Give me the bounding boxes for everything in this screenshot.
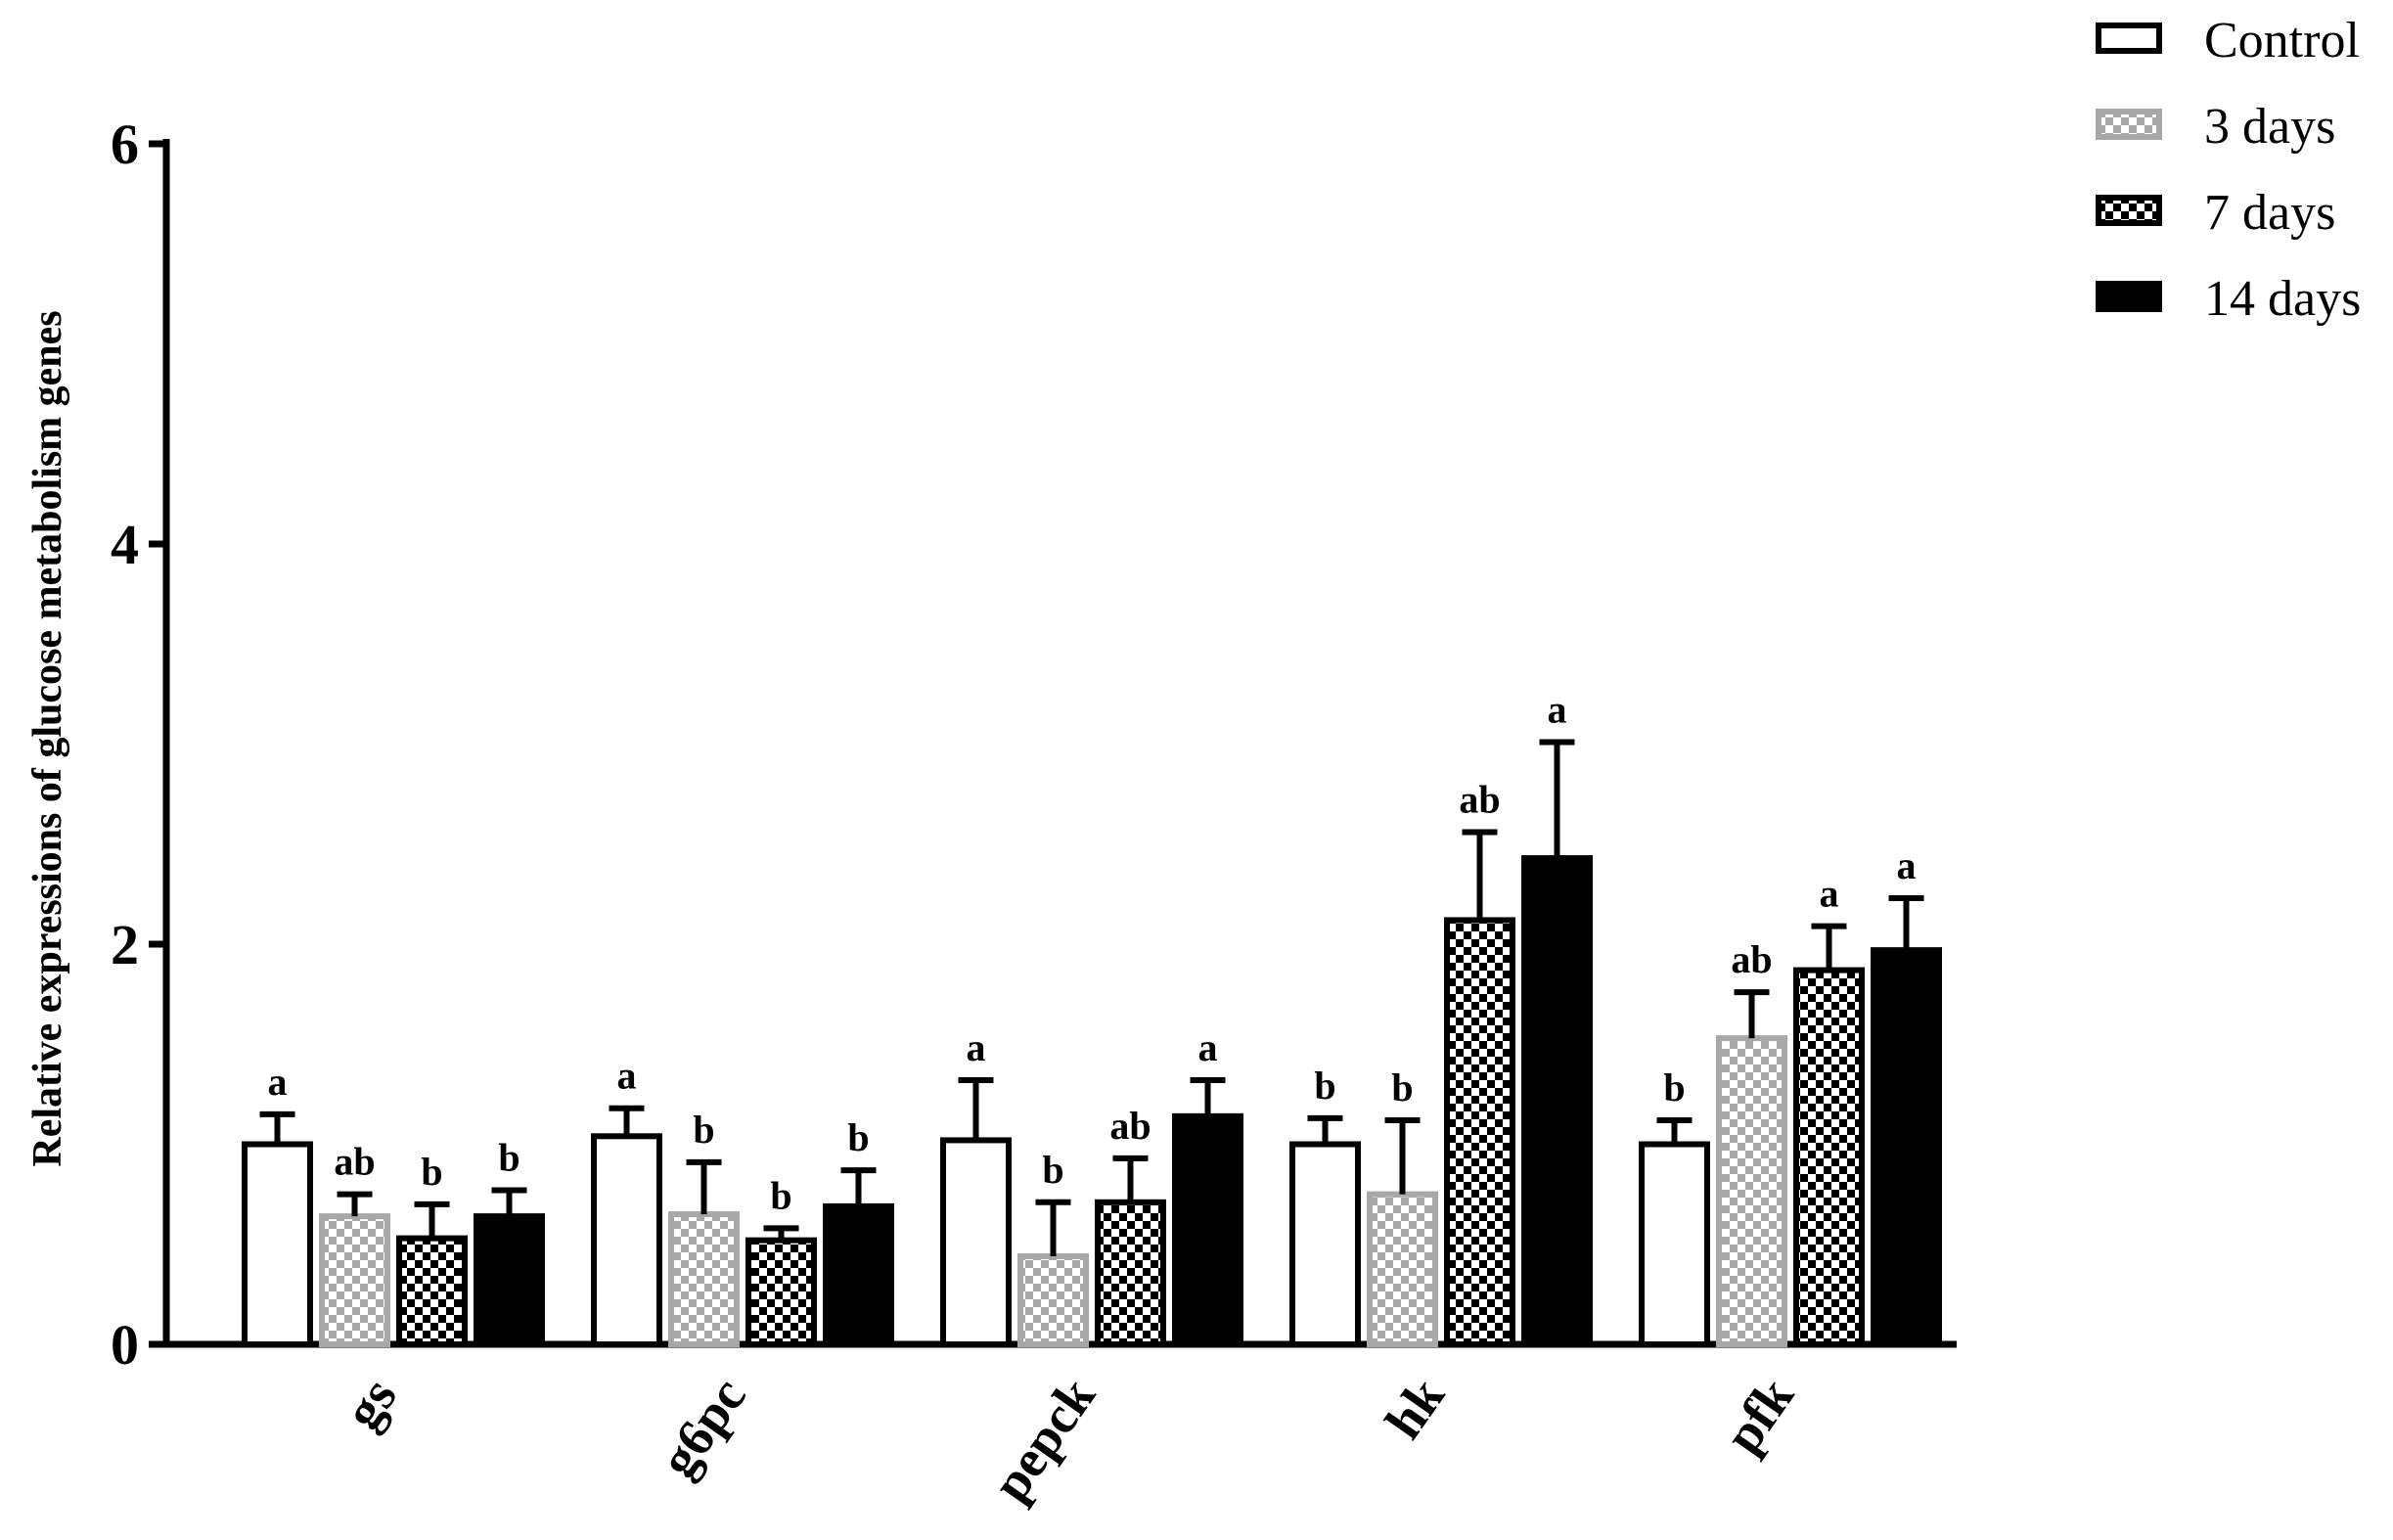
- significance-letter: ab: [1731, 937, 1772, 981]
- significance-letter: ab: [1109, 1104, 1151, 1148]
- significance-letter: b: [770, 1173, 791, 1217]
- category-label-pfk: pfk: [1713, 1367, 1805, 1463]
- y-tick-label: 6: [111, 113, 139, 176]
- bar-pepck-7-days: [1095, 1199, 1166, 1348]
- significance-letter: a: [1198, 1025, 1218, 1069]
- bar-pepck-14-days: [1172, 1112, 1243, 1347]
- significance-letter: ab: [334, 1140, 375, 1184]
- significance-letter: a: [967, 1025, 986, 1069]
- category-labels: gs g6pc pepck hk pfk: [333, 1367, 1805, 1511]
- legend-label: 3 days: [2204, 99, 2335, 155]
- bar-pepck-3-days: [1017, 1253, 1089, 1348]
- y-tick-label: 0: [111, 1313, 139, 1377]
- legend-label: 14 days: [2204, 271, 2361, 327]
- legend-label: 7 days: [2204, 185, 2335, 241]
- category-label-g6pc: g6pc: [649, 1367, 757, 1487]
- significance-letter: a: [1820, 872, 1839, 916]
- bar-hk-14-days: [1521, 855, 1593, 1347]
- bar-pfk-7-days: [1793, 967, 1865, 1348]
- significance-letter: a: [617, 1054, 637, 1098]
- legend-swatch-3-days: [2096, 109, 2162, 140]
- bar-hk-7-days: [1444, 917, 1515, 1348]
- bar-hk-3-days: [1367, 1191, 1438, 1347]
- significance-letter: b: [421, 1150, 442, 1194]
- legend-swatch-14-days: [2096, 281, 2162, 312]
- bar-g6pc-control: [591, 1133, 662, 1347]
- y-axis-label: Relative expressions of glucose metaboli…: [25, 310, 70, 1166]
- significance-letter: a: [1548, 687, 1567, 731]
- y-ticks: 0 2 4 6: [111, 113, 166, 1377]
- bar-gs-7-days: [396, 1235, 468, 1347]
- legend: Control 3 days 7 days 14 days: [2096, 13, 2361, 327]
- category-label-gs: gs: [333, 1367, 408, 1439]
- significance-letter: b: [498, 1136, 519, 1180]
- category-label-pepck: pepck: [981, 1367, 1106, 1511]
- significance-letter: a: [268, 1060, 288, 1104]
- bar-g6pc-14-days: [823, 1202, 894, 1348]
- bar-pepck-control: [940, 1137, 1012, 1348]
- significance-letter: b: [1314, 1064, 1335, 1108]
- bar-hk-control: [1289, 1141, 1361, 1347]
- legend-swatch-control: [2096, 23, 2162, 54]
- bar-pfk-3-days: [1716, 1035, 1787, 1347]
- bar-gs-14-days: [474, 1213, 545, 1347]
- significance-letter: a: [1897, 843, 1917, 887]
- bar-pfk-14-days: [1871, 947, 1942, 1347]
- significance-letter: b: [1663, 1065, 1685, 1110]
- bar-g6pc-7-days: [745, 1237, 817, 1348]
- bar-g6pc-3-days: [668, 1211, 740, 1347]
- significance-letter: b: [1391, 1065, 1413, 1110]
- category-label-hk: hk: [1374, 1367, 1456, 1449]
- significance-letter: b: [1042, 1148, 1063, 1192]
- significance-letter: b: [693, 1108, 714, 1152]
- legend-label: Control: [2204, 13, 2360, 68]
- bar-pfk-control: [1639, 1141, 1710, 1347]
- bar-gs-3-days: [319, 1213, 390, 1347]
- significance-letter: ab: [1459, 777, 1500, 821]
- y-tick-label: 2: [111, 913, 139, 976]
- significance-letter: b: [847, 1115, 869, 1159]
- bar-gs-control: [242, 1141, 313, 1347]
- error-bars: [259, 739, 1924, 1257]
- legend-swatch-7-days: [2096, 195, 2162, 226]
- y-tick-label: 4: [111, 513, 139, 576]
